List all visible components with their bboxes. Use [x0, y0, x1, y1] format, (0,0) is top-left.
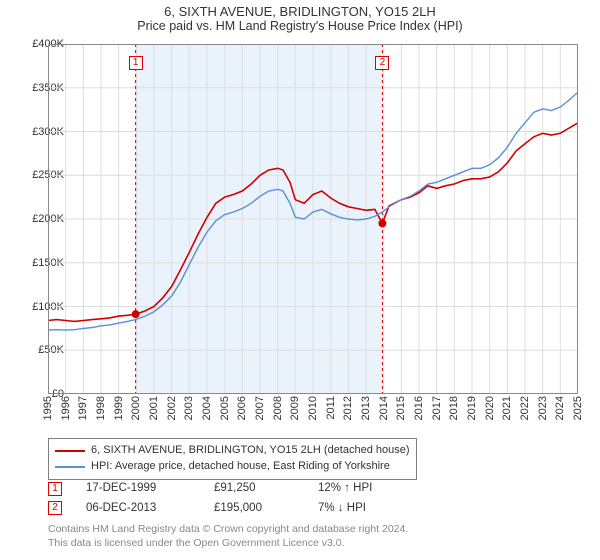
x-tick-label: 1999	[113, 396, 125, 420]
x-tick-label: 2025	[572, 396, 584, 420]
x-tick-label: 2010	[307, 396, 319, 420]
x-tick-label: 2014	[378, 396, 390, 420]
x-tick-label: 1997	[77, 396, 89, 420]
x-tick-label: 2023	[537, 396, 549, 420]
x-tick-label: 2004	[201, 396, 213, 420]
x-tick-label: 2024	[554, 396, 566, 420]
x-tick-label: 2007	[254, 396, 266, 420]
x-tick-label: 2013	[360, 396, 372, 420]
x-tick-label: 2012	[342, 396, 354, 420]
marker-hpi: 12% ↑ HPI	[318, 479, 408, 499]
x-tick-label: 2008	[272, 396, 284, 420]
x-tick-label: 2003	[183, 396, 195, 420]
x-tick-label: 2001	[148, 396, 160, 420]
marker-number-box: 2	[48, 501, 62, 515]
x-tick-label: 2009	[289, 396, 301, 420]
vline-flag: 2	[375, 56, 389, 70]
x-tick-label: 2011	[325, 396, 337, 420]
x-tick-label: 2006	[236, 396, 248, 420]
x-tick-label: 2017	[431, 396, 443, 420]
x-tick-label: 2015	[395, 396, 407, 420]
marker-date: 17-DEC-1999	[86, 479, 190, 499]
legend: 6, SIXTH AVENUE, BRIDLINGTON, YO15 2LH (…	[48, 438, 417, 480]
x-tick-label: 2022	[519, 396, 531, 420]
x-tick-label: 2021	[501, 396, 513, 420]
x-tick-label: 2016	[413, 396, 425, 420]
legend-swatch	[55, 466, 85, 468]
marker-row: 1 17-DEC-1999 £91,250 12% ↑ HPI	[48, 479, 408, 499]
x-tick-label: 2000	[130, 396, 142, 420]
attribution-line: Contains HM Land Registry data © Crown c…	[48, 522, 408, 536]
legend-label: 6, SIXTH AVENUE, BRIDLINGTON, YO15 2LH (…	[91, 443, 410, 459]
x-tick-label: 2019	[466, 396, 478, 420]
legend-item: HPI: Average price, detached house, East…	[55, 459, 410, 475]
page-root: 6, SIXTH AVENUE, BRIDLINGTON, YO15 2LH P…	[0, 0, 600, 560]
x-tick-label: 2018	[448, 396, 460, 420]
line-chart	[48, 44, 578, 394]
marker-price: £195,000	[214, 499, 294, 519]
marker-price: £91,250	[214, 479, 294, 499]
legend-label: HPI: Average price, detached house, East…	[91, 459, 390, 475]
x-tick-label: 1996	[60, 396, 72, 420]
legend-item: 6, SIXTH AVENUE, BRIDLINGTON, YO15 2LH (…	[55, 443, 410, 459]
x-tick-label: 2005	[219, 396, 231, 420]
attribution: Contains HM Land Registry data © Crown c…	[48, 522, 408, 550]
chart-title: 6, SIXTH AVENUE, BRIDLINGTON, YO15 2LH	[0, 0, 600, 19]
marker-hpi: 7% ↓ HPI	[318, 499, 408, 519]
attribution-line: This data is licensed under the Open Gov…	[48, 536, 408, 550]
x-tick-label: 2020	[484, 396, 496, 420]
marker-number-box: 1	[48, 482, 62, 496]
sale-markers-table: 1 17-DEC-1999 £91,250 12% ↑ HPI 2 06-DEC…	[48, 479, 408, 518]
vline-flag: 1	[129, 56, 143, 70]
x-tick-label: 1998	[95, 396, 107, 420]
x-tick-label: 2002	[166, 396, 178, 420]
chart-subtitle: Price paid vs. HM Land Registry's House …	[0, 19, 600, 39]
x-tick-label: 1995	[42, 396, 54, 420]
legend-swatch	[55, 450, 85, 452]
marker-date: 06-DEC-2013	[86, 499, 190, 519]
marker-row: 2 06-DEC-2013 £195,000 7% ↓ HPI	[48, 499, 408, 519]
